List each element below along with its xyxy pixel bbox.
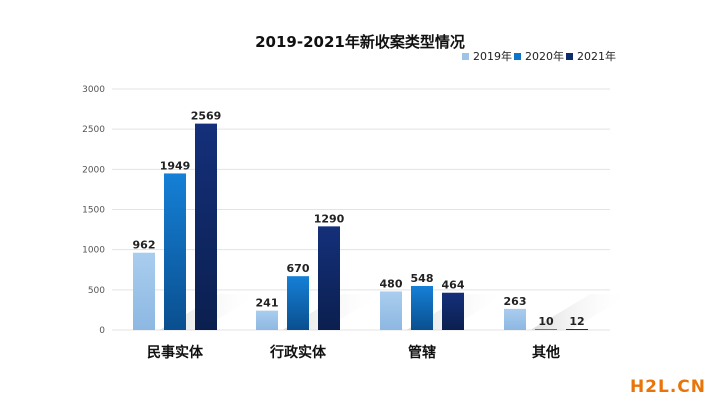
data-label: 464 (442, 279, 465, 292)
y-axis: 0 500 1000 1500 2000 2500 3000 (82, 85, 105, 336)
y-tick-label: 1000 (82, 246, 105, 256)
legend-label: 2019年 (473, 49, 512, 63)
watermark-text: H2L.CN (630, 377, 706, 397)
bar (164, 173, 186, 330)
legend: 2019年 2020年 2021年 (462, 49, 616, 63)
chart-title: 2019-2021年新收案类型情况 (255, 33, 465, 51)
bar (442, 292, 464, 330)
x-tick-label: 管辖 (408, 344, 436, 361)
data-label: 263 (504, 295, 527, 308)
bar (411, 285, 433, 330)
legend-label: 2021年 (577, 49, 616, 63)
y-tick-label: 2500 (82, 125, 105, 135)
data-label: 548 (411, 272, 434, 285)
data-label: 241 (256, 297, 279, 310)
legend-swatch (514, 53, 521, 60)
data-label: 962 (133, 239, 156, 252)
bar (256, 310, 278, 330)
y-tick-label: 500 (88, 286, 105, 296)
y-tick-label: 2000 (82, 165, 105, 175)
bar (535, 329, 557, 330)
data-label: 2569 (191, 110, 222, 123)
legend-swatch (566, 53, 573, 60)
bar (318, 226, 340, 330)
bar (380, 291, 402, 330)
y-tick-label: 3000 (82, 85, 105, 95)
bar (566, 329, 588, 330)
data-label: 480 (380, 277, 403, 290)
bars (133, 123, 588, 331)
y-tick-label: 0 (99, 326, 105, 336)
data-label: 1949 (160, 159, 191, 172)
bar (133, 252, 155, 330)
data-label: 670 (287, 262, 310, 275)
x-axis: 民事实体 行政实体 管辖 其他 (147, 344, 560, 361)
x-tick-label: 行政实体 (269, 344, 327, 361)
legend-swatch (462, 53, 469, 60)
bar (195, 123, 217, 331)
legend-label: 2020年 (525, 49, 564, 63)
data-label: 12 (569, 315, 584, 328)
y-tick-label: 1500 (82, 206, 105, 216)
bar (287, 276, 309, 330)
data-labels: 962 1949 2569 241 670 1290 480 548 464 263 10 12 (133, 110, 585, 329)
x-tick-label: 其他 (532, 344, 560, 361)
gridlines (112, 88, 610, 331)
bar-shadow (530, 294, 631, 330)
bar (504, 308, 526, 330)
data-label: 1290 (314, 212, 345, 225)
x-tick-label: 民事实体 (147, 344, 204, 361)
data-label: 10 (538, 315, 554, 328)
